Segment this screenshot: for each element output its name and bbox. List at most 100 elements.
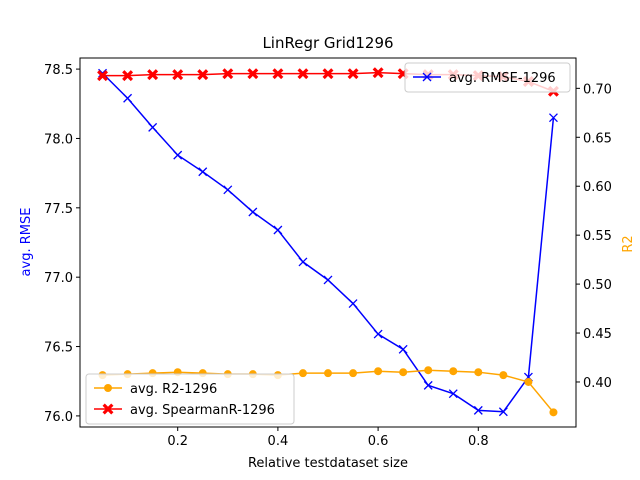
data-point-stroke (548, 113, 558, 123)
series-layer (97, 67, 559, 417)
legend-label: avg. SpearmanR-1296 (130, 403, 275, 418)
data-point (398, 344, 408, 354)
data-point (297, 68, 309, 80)
data-point-stroke (123, 93, 133, 103)
data-point (172, 69, 184, 81)
legend-frame (85, 373, 295, 425)
data-point (198, 167, 208, 177)
legend-layer: avg. RMSE-1296 avg. R2-1296 avg. SpearmanR… (85, 62, 571, 425)
data-point-stroke (148, 122, 158, 132)
data-point-stroke (247, 68, 259, 80)
x-tick-label: 0.4 (268, 434, 289, 449)
y-right-tick-label: 0.40 (583, 376, 612, 391)
data-point-stroke (147, 69, 159, 81)
data-point (298, 369, 307, 378)
data-point (322, 68, 334, 80)
data-point (548, 113, 558, 123)
data-point-stroke (297, 68, 309, 80)
data-point-stroke (373, 329, 383, 339)
x-tick-label: 0.8 (468, 434, 489, 449)
y-left-tick-label: 76.5 (44, 341, 73, 356)
legend-swatch-marker (102, 403, 114, 415)
y-axis-left-title: avg. RMSE (19, 208, 34, 277)
data-point (248, 207, 258, 217)
legend-swatch-marker-stroke (102, 403, 114, 415)
data-point (272, 68, 284, 80)
data-point-stroke (223, 185, 233, 195)
data-point (148, 122, 158, 132)
chart-title: LinRegr Grid1296 (262, 34, 393, 52)
x-axis-title: Relative testdataset size (248, 456, 408, 471)
data-point-stroke (248, 207, 258, 217)
data-point (348, 299, 358, 308)
legend-swatch-marker (104, 384, 112, 392)
data-point (374, 367, 383, 376)
legend-upper-right: avg. RMSE-1296 (404, 62, 571, 93)
data-point (424, 366, 433, 375)
data-point (399, 368, 408, 377)
y-left-tick-label: 78.0 (44, 132, 73, 147)
data-point-stroke (273, 225, 283, 235)
y-right-tick-label: 0.55 (583, 229, 612, 244)
plot-frame (79, 57, 577, 428)
series-0 (98, 68, 558, 417)
y-right-tick-label: 0.60 (583, 180, 612, 195)
data-point (423, 380, 433, 390)
data-point (97, 70, 109, 82)
series-line (102, 72, 555, 413)
data-point-stroke (172, 69, 184, 81)
data-point-stroke (448, 389, 458, 399)
data-point (147, 69, 159, 81)
data-point (448, 389, 458, 399)
data-point-stroke (272, 68, 284, 80)
data-point-stroke (423, 380, 433, 390)
data-point-stroke (197, 69, 209, 81)
data-point (223, 185, 233, 195)
legend-frame (404, 62, 571, 93)
x-tick-label: 0.2 (167, 434, 188, 449)
data-point-stroke (372, 67, 384, 79)
y-right-tick-label: 0.45 (583, 327, 612, 342)
data-point (373, 329, 383, 339)
data-point (473, 405, 483, 415)
data-point-stroke (298, 257, 308, 267)
y-left-tick-label: 77.0 (44, 271, 73, 286)
y-left-tick-label: 77.5 (44, 202, 73, 217)
data-point-stroke (198, 167, 208, 177)
y-right-tick-label: 0.70 (583, 82, 612, 97)
data-point (323, 275, 333, 285)
data-point-stroke (173, 150, 183, 160)
data-point-stroke (398, 344, 408, 354)
data-point (324, 369, 332, 378)
data-point-stroke (98, 68, 108, 78)
data-point (347, 68, 359, 80)
y-left-tick-label: 76.0 (44, 410, 73, 425)
data-point (173, 150, 183, 160)
data-point-stroke (323, 275, 333, 285)
data-point (197, 69, 209, 81)
data-point-stroke (473, 405, 483, 415)
legend-lower-left: avg. R2-1296 avg. SpearmanR-1296 (85, 373, 295, 425)
data-point (372, 67, 384, 79)
data-point-stroke (122, 70, 134, 82)
axis-layer: 0.2 0.4 0.6 0.8 76.0 76.5 77.0 77.5 78.0 78.5 0.40… (44, 63, 612, 449)
data-point-stroke (348, 299, 358, 308)
data-point (474, 368, 483, 377)
y-axis-right-title: R2 (621, 235, 636, 252)
data-point (549, 408, 558, 417)
y-left-tick-label: 78.5 (44, 63, 73, 78)
data-point (498, 407, 508, 417)
data-point (499, 371, 508, 380)
data-point (449, 367, 458, 376)
data-point (298, 257, 308, 267)
legend-swatch-marker (422, 72, 432, 82)
legend-label: avg. RMSE-1296 (449, 71, 556, 86)
legend-swatch-marker-stroke (422, 72, 432, 82)
y-right-tick-label: 0.50 (583, 278, 612, 293)
y-right-tick-label: 0.65 (583, 131, 612, 146)
data-point (247, 68, 259, 80)
data-point-stroke (322, 68, 334, 80)
data-point (273, 225, 283, 235)
data-point-stroke (222, 68, 234, 80)
